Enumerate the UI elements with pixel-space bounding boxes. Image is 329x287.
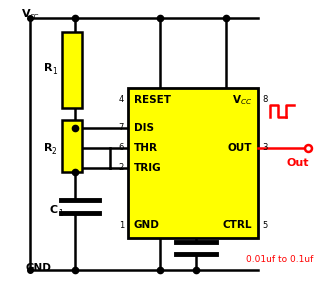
Text: 8: 8 xyxy=(262,96,267,104)
Text: 6: 6 xyxy=(119,144,124,152)
Text: DIS: DIS xyxy=(134,123,154,133)
Bar xyxy=(128,88,258,238)
Bar xyxy=(62,32,82,108)
Text: C: C xyxy=(50,205,58,215)
Text: 1: 1 xyxy=(58,208,63,218)
Text: 7: 7 xyxy=(119,123,124,133)
Text: GND: GND xyxy=(26,263,52,273)
Text: TRIG: TRIG xyxy=(134,163,162,173)
Text: 1: 1 xyxy=(52,67,57,75)
Text: GND: GND xyxy=(134,220,160,230)
Text: 2: 2 xyxy=(119,164,124,172)
Text: CTRL: CTRL xyxy=(222,220,252,230)
Text: 1: 1 xyxy=(119,220,124,230)
Text: OUT: OUT xyxy=(227,143,252,153)
Text: R: R xyxy=(44,63,53,73)
Text: 5: 5 xyxy=(262,220,267,230)
Text: V$_{CC}$: V$_{CC}$ xyxy=(232,93,252,107)
Text: Out: Out xyxy=(287,158,309,168)
Text: 2: 2 xyxy=(52,146,57,156)
Text: CC: CC xyxy=(30,14,39,20)
Text: RESET: RESET xyxy=(134,95,171,105)
Text: THR: THR xyxy=(134,143,158,153)
Text: 3: 3 xyxy=(262,144,267,152)
Text: V: V xyxy=(22,9,31,19)
Text: R: R xyxy=(44,143,53,153)
Bar xyxy=(62,120,82,172)
Text: 4: 4 xyxy=(119,96,124,104)
Text: 0.01uf to 0.1uf: 0.01uf to 0.1uf xyxy=(246,255,314,265)
